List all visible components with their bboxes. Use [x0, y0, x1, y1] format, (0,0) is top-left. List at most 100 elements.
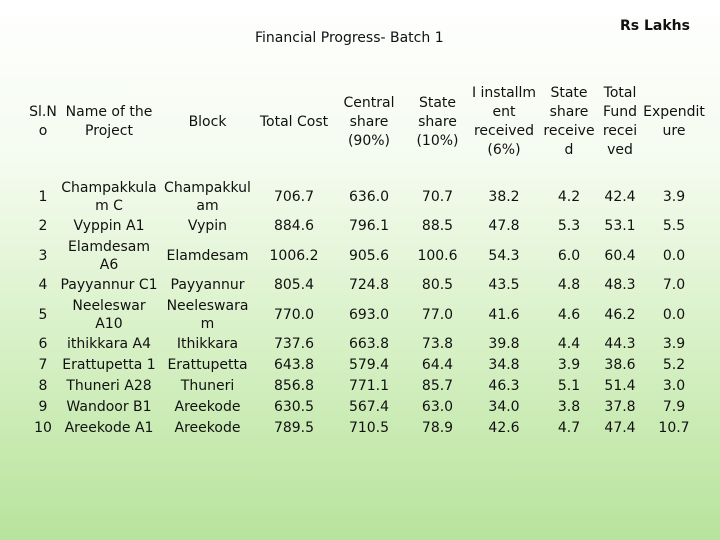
table-cell: 39.8 [488, 336, 520, 352]
table-cell: 51.4 [604, 378, 636, 394]
table-cell: 77.0 [421, 307, 454, 323]
table-cell: 100.6 [417, 248, 458, 264]
table-cell: 1006.2 [269, 248, 319, 264]
table-cell: 63.0 [421, 399, 454, 415]
table-cell: 46.3 [488, 378, 520, 394]
column-header: Total Fund recei ved [602, 85, 638, 158]
table-cell: 724.8 [348, 277, 390, 293]
table-cell: 10 [34, 420, 52, 436]
table-cell: 710.5 [348, 420, 390, 436]
table-cell: Payyannur C1 [60, 277, 158, 293]
table-cell: 4.4 [557, 336, 581, 352]
table-cell: 4.6 [557, 307, 581, 323]
table-row: 6 ithikkara A4 Ithikkara 737.6 663.8 73.8 39.8… [28, 334, 708, 355]
table-row: 2 Vyppin A1 Vypin 884.6 796.1 88.5 47.8 5.3 53.1… [28, 216, 708, 237]
table-cell: Neeleswar A10 [72, 298, 146, 332]
table-cell: 567.4 [348, 399, 390, 415]
table-cell: 3.9 [662, 336, 686, 352]
table-cell: 73.8 [421, 336, 454, 352]
table-cell: 6.0 [557, 248, 581, 264]
column-header: Block [188, 113, 227, 130]
table-row: 7 Erattupetta 1 Erattupetta 643.8 579.4 64.4 3… [28, 355, 708, 376]
table-row: 1 Champakkula m C Champakkul am 706.7 636.0 7… [28, 178, 708, 216]
table-cell: 85.7 [421, 378, 454, 394]
table-cell: 78.9 [421, 420, 454, 436]
table-cell: 43.5 [488, 277, 520, 293]
table-cell: 54.3 [488, 248, 520, 264]
table-cell: 80.5 [421, 277, 454, 293]
table-cell: 2 [38, 218, 48, 234]
table-cell: 796.1 [348, 218, 390, 234]
table-cell: 5.5 [662, 218, 686, 234]
table-cell: Areekode A1 [64, 420, 154, 436]
table-cell: 4.2 [557, 189, 581, 205]
financial-progress-table: Sl.N o Name of the Project Block Total Cost… [28, 66, 708, 439]
table-cell: Neeleswara m [166, 298, 249, 332]
table-row: 5 Neeleswar A10 Neeleswara m 770.0 693.0 77.0… [28, 296, 708, 334]
table-cell: 3.8 [557, 399, 581, 415]
table-cell: 1 [38, 189, 48, 205]
table-cell: 7 [38, 357, 48, 373]
table-cell: 38.6 [604, 357, 636, 373]
table-cell: 42.4 [604, 189, 636, 205]
table-cell: 0.0 [662, 307, 686, 323]
table-cell: 5 [38, 307, 48, 323]
table-cell: Thuneri A28 [66, 378, 152, 394]
table-cell: 7.9 [662, 399, 686, 415]
table-cell: 3.9 [557, 357, 581, 373]
table-cell: Wandoor B1 [66, 399, 152, 415]
table-cell: 47.8 [488, 218, 520, 234]
table-cell: 0.0 [662, 248, 686, 264]
table-header-row: Sl.N o Name of the Project Block Total Cost… [28, 66, 708, 178]
table-cell: 4.8 [557, 277, 581, 293]
table-cell: 34.0 [488, 399, 520, 415]
column-header: State share (10%) [416, 94, 459, 149]
table-cell: 47.4 [604, 420, 636, 436]
page-title: Financial Progress- Batch 1 [255, 30, 444, 46]
table-cell: 7.0 [662, 277, 686, 293]
table-cell: ithikkara A4 [67, 336, 151, 352]
table-cell: 884.6 [273, 218, 315, 234]
table-cell: 5.3 [557, 218, 581, 234]
table-cell: 5.1 [557, 378, 581, 394]
table-cell: 706.7 [273, 189, 315, 205]
table-cell: Thuneri [180, 378, 235, 394]
table-cell: Erattupetta 1 [62, 357, 156, 373]
column-header: Sl.N o [29, 104, 57, 139]
table-cell: 9 [38, 399, 48, 415]
table-row: 4 Payyannur C1 Payyannur 805.4 724.8 80.5 43.5… [28, 275, 708, 296]
table-cell: Areekode [174, 420, 241, 436]
table-cell: 34.8 [488, 357, 520, 373]
table-cell: Payyannur [170, 277, 245, 293]
column-header: I installm ent received (6%) [471, 85, 537, 158]
table-cell: 37.8 [604, 399, 636, 415]
column-header: Central share (90%) [343, 94, 395, 149]
table-cell: Vypin [187, 218, 228, 234]
column-header: Total Cost [259, 113, 329, 130]
table-cell: 10.7 [658, 420, 690, 436]
table-cell: 41.6 [488, 307, 520, 323]
table-cell: 737.6 [273, 336, 315, 352]
table-cell: 770.0 [273, 307, 315, 323]
table-cell: 789.5 [273, 420, 315, 436]
table-cell: 643.8 [273, 357, 315, 373]
table-cell: 38.2 [488, 189, 520, 205]
table-cell: 630.5 [273, 399, 315, 415]
table-cell: 771.1 [348, 378, 390, 394]
table-cell: 70.7 [421, 189, 454, 205]
column-header: Name of the Project [65, 104, 153, 139]
table-cell: 3.0 [662, 378, 686, 394]
table-row: 8 Thuneri A28 Thuneri 856.8 771.1 85.7 46.3 5.1… [28, 376, 708, 397]
table-cell: 663.8 [348, 336, 390, 352]
table-row: 3 Elamdesam A6 Elamdesam 1006.2 905.6 100.6 54… [28, 237, 708, 275]
column-header: State share receive d [543, 85, 595, 158]
table-cell: 48.3 [604, 277, 636, 293]
table-cell: 905.6 [348, 248, 390, 264]
table-cell: Ithikkara [176, 336, 239, 352]
table-cell: 60.4 [604, 248, 636, 264]
table-cell: 579.4 [348, 357, 390, 373]
table-cell: Champakkul am [164, 180, 251, 214]
table-cell: 3.9 [662, 189, 686, 205]
table-cell: 4.7 [557, 420, 581, 436]
table-cell: 4 [38, 277, 48, 293]
